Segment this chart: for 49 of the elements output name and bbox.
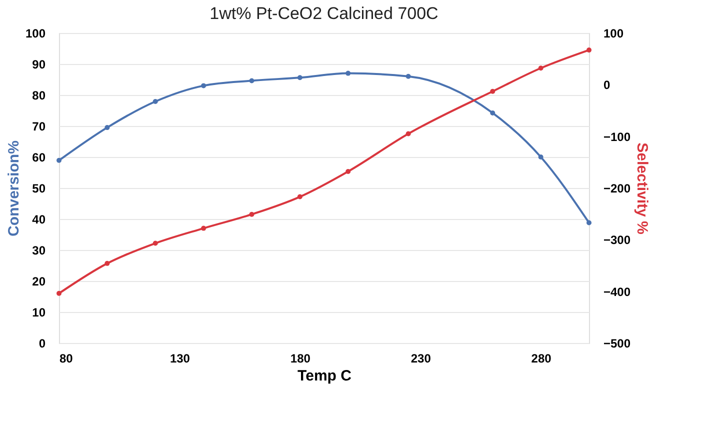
y-tick-label: 80 xyxy=(32,88,46,102)
y-tick-label: 30 xyxy=(32,244,46,258)
point xyxy=(249,78,254,84)
y2-tick-label: −100 xyxy=(604,130,631,144)
y2-tick-label: −300 xyxy=(604,233,631,248)
point xyxy=(201,83,206,88)
point xyxy=(104,260,110,266)
point xyxy=(586,220,592,226)
point xyxy=(490,88,496,94)
y-tick-label: 0 xyxy=(38,336,46,350)
point xyxy=(346,168,351,174)
y2-tick-label: −500 xyxy=(604,336,631,350)
y2-tick-label: 100 xyxy=(604,26,624,40)
point xyxy=(406,131,411,136)
y-tick-label: 20 xyxy=(32,274,46,288)
point xyxy=(297,75,302,80)
y-tick-label: 100 xyxy=(25,26,46,40)
x-tick-label: 180 xyxy=(290,352,311,366)
point xyxy=(490,110,496,116)
x-axis-title: Temp C xyxy=(298,368,352,384)
point xyxy=(152,240,158,246)
point xyxy=(56,290,62,296)
point xyxy=(152,99,158,104)
point xyxy=(201,226,206,231)
x-tick-label: 80 xyxy=(60,352,74,366)
y2-axis-title: Selectivity % xyxy=(634,142,651,234)
y2-tick-label: 0 xyxy=(604,78,610,92)
point xyxy=(249,212,254,217)
point xyxy=(346,70,351,76)
point xyxy=(538,154,544,160)
x-tick-label: 280 xyxy=(531,352,552,366)
x-tick-label: 130 xyxy=(170,352,190,366)
y-tick-label: 90 xyxy=(32,58,46,72)
y-axis-title: Conversion% xyxy=(5,140,22,236)
point xyxy=(406,74,411,79)
chart-title: 1wt% Pt-CeO2 Calcined 700C xyxy=(210,4,438,23)
point xyxy=(297,194,302,200)
y-tick-label: 40 xyxy=(32,212,46,226)
y-tick-label: 50 xyxy=(32,182,46,196)
point xyxy=(56,158,62,163)
y-tick-label: 70 xyxy=(32,120,46,134)
point xyxy=(538,66,544,71)
y2-tick-label: −200 xyxy=(604,182,631,196)
point xyxy=(104,125,110,130)
y-tick-label: 10 xyxy=(32,306,46,320)
x-tick-label: 230 xyxy=(410,352,432,366)
point xyxy=(586,48,592,53)
y2-tick-label: −400 xyxy=(604,284,631,299)
y-tick-label: 60 xyxy=(32,150,46,164)
